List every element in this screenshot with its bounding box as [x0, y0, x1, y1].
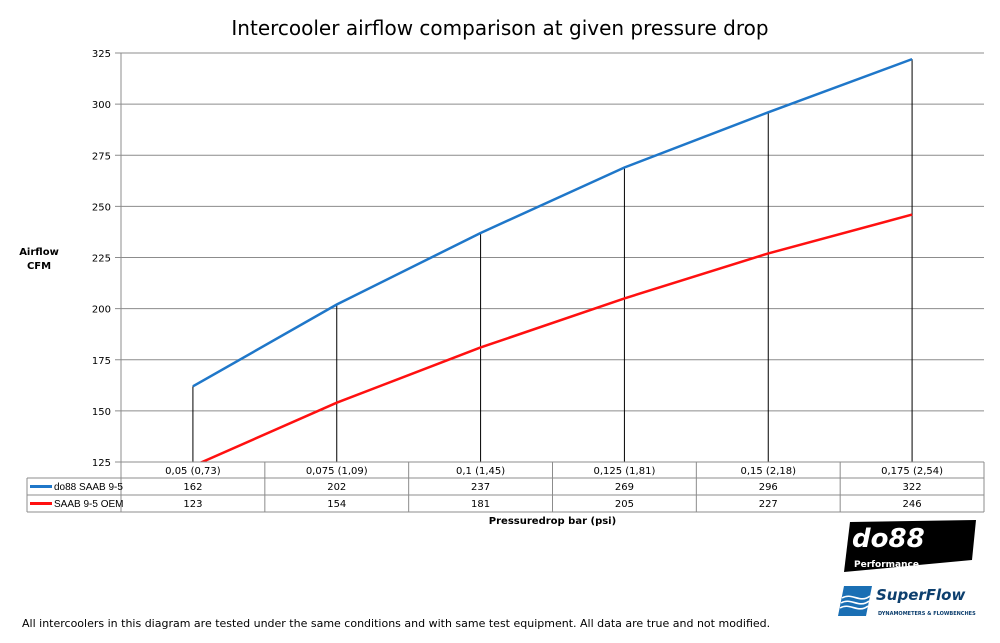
data-label: 154	[327, 499, 346, 510]
data-label: 269	[615, 482, 634, 493]
x-tick-label: 0,1 (1,45)	[456, 466, 505, 477]
y-tick-label: 200	[92, 305, 111, 316]
superflow-logo: SuperFlow DYNAMOMETERS & FLOWBENCHES	[838, 586, 976, 617]
svg-text:Performance: Performance	[854, 560, 919, 570]
svg-text:DYNAMOMETERS & FLOWBENCHES: DYNAMOMETERS & FLOWBENCHES	[878, 611, 976, 617]
data-label: 296	[759, 482, 778, 493]
data-label: 237	[471, 482, 490, 493]
y-tick-label: 125	[92, 458, 111, 469]
svg-text:do88: do88	[852, 524, 925, 554]
do88-logo: do88 Performance	[844, 520, 976, 572]
y-tick-label: 175	[92, 356, 111, 367]
y-tick-label: 225	[92, 254, 111, 265]
svg-text:SuperFlow: SuperFlow	[876, 586, 965, 604]
x-axis-label: Pressuredrop bar (psi)	[488, 516, 617, 527]
x-tick-label: 0,075 (1,09)	[306, 466, 368, 477]
data-label: 205	[615, 499, 634, 510]
data-label: 227	[759, 499, 778, 510]
series-line-0	[192, 57, 913, 388]
data-label: 162	[183, 482, 202, 493]
y-tick-label: 325	[92, 49, 111, 60]
data-label: 322	[903, 482, 922, 493]
data-label: 123	[183, 499, 202, 510]
y-tick-label: 300	[92, 100, 111, 111]
footnote: All intercoolers in this diagram are tes…	[22, 617, 771, 630]
y-axis-label-line1: Airflow	[19, 247, 59, 258]
x-tick-label: 0,05 (0,73)	[165, 466, 221, 477]
data-label: 246	[903, 499, 922, 510]
legend-label: SAAB 9-5 OEM	[54, 499, 123, 510]
chart-title: Intercooler airflow comparison at given …	[231, 16, 769, 40]
x-tick-label: 0,15 (2,18)	[740, 466, 796, 477]
series-line-1	[199, 213, 913, 462]
legend-label: do88 SAAB 9-5	[54, 482, 123, 493]
data-label: 181	[471, 499, 490, 510]
y-axis-label-line2: CFM	[26, 261, 52, 272]
x-tick-label: 0,125 (1,81)	[593, 466, 655, 477]
y-tick-label: 250	[92, 202, 111, 213]
y-tick-label: 275	[92, 151, 111, 162]
y-axis-label: Airflow CFM	[14, 246, 64, 274]
y-tick-label: 150	[92, 407, 111, 418]
data-label: 202	[327, 482, 346, 493]
x-tick-label: 0,175 (2,54)	[881, 466, 943, 477]
